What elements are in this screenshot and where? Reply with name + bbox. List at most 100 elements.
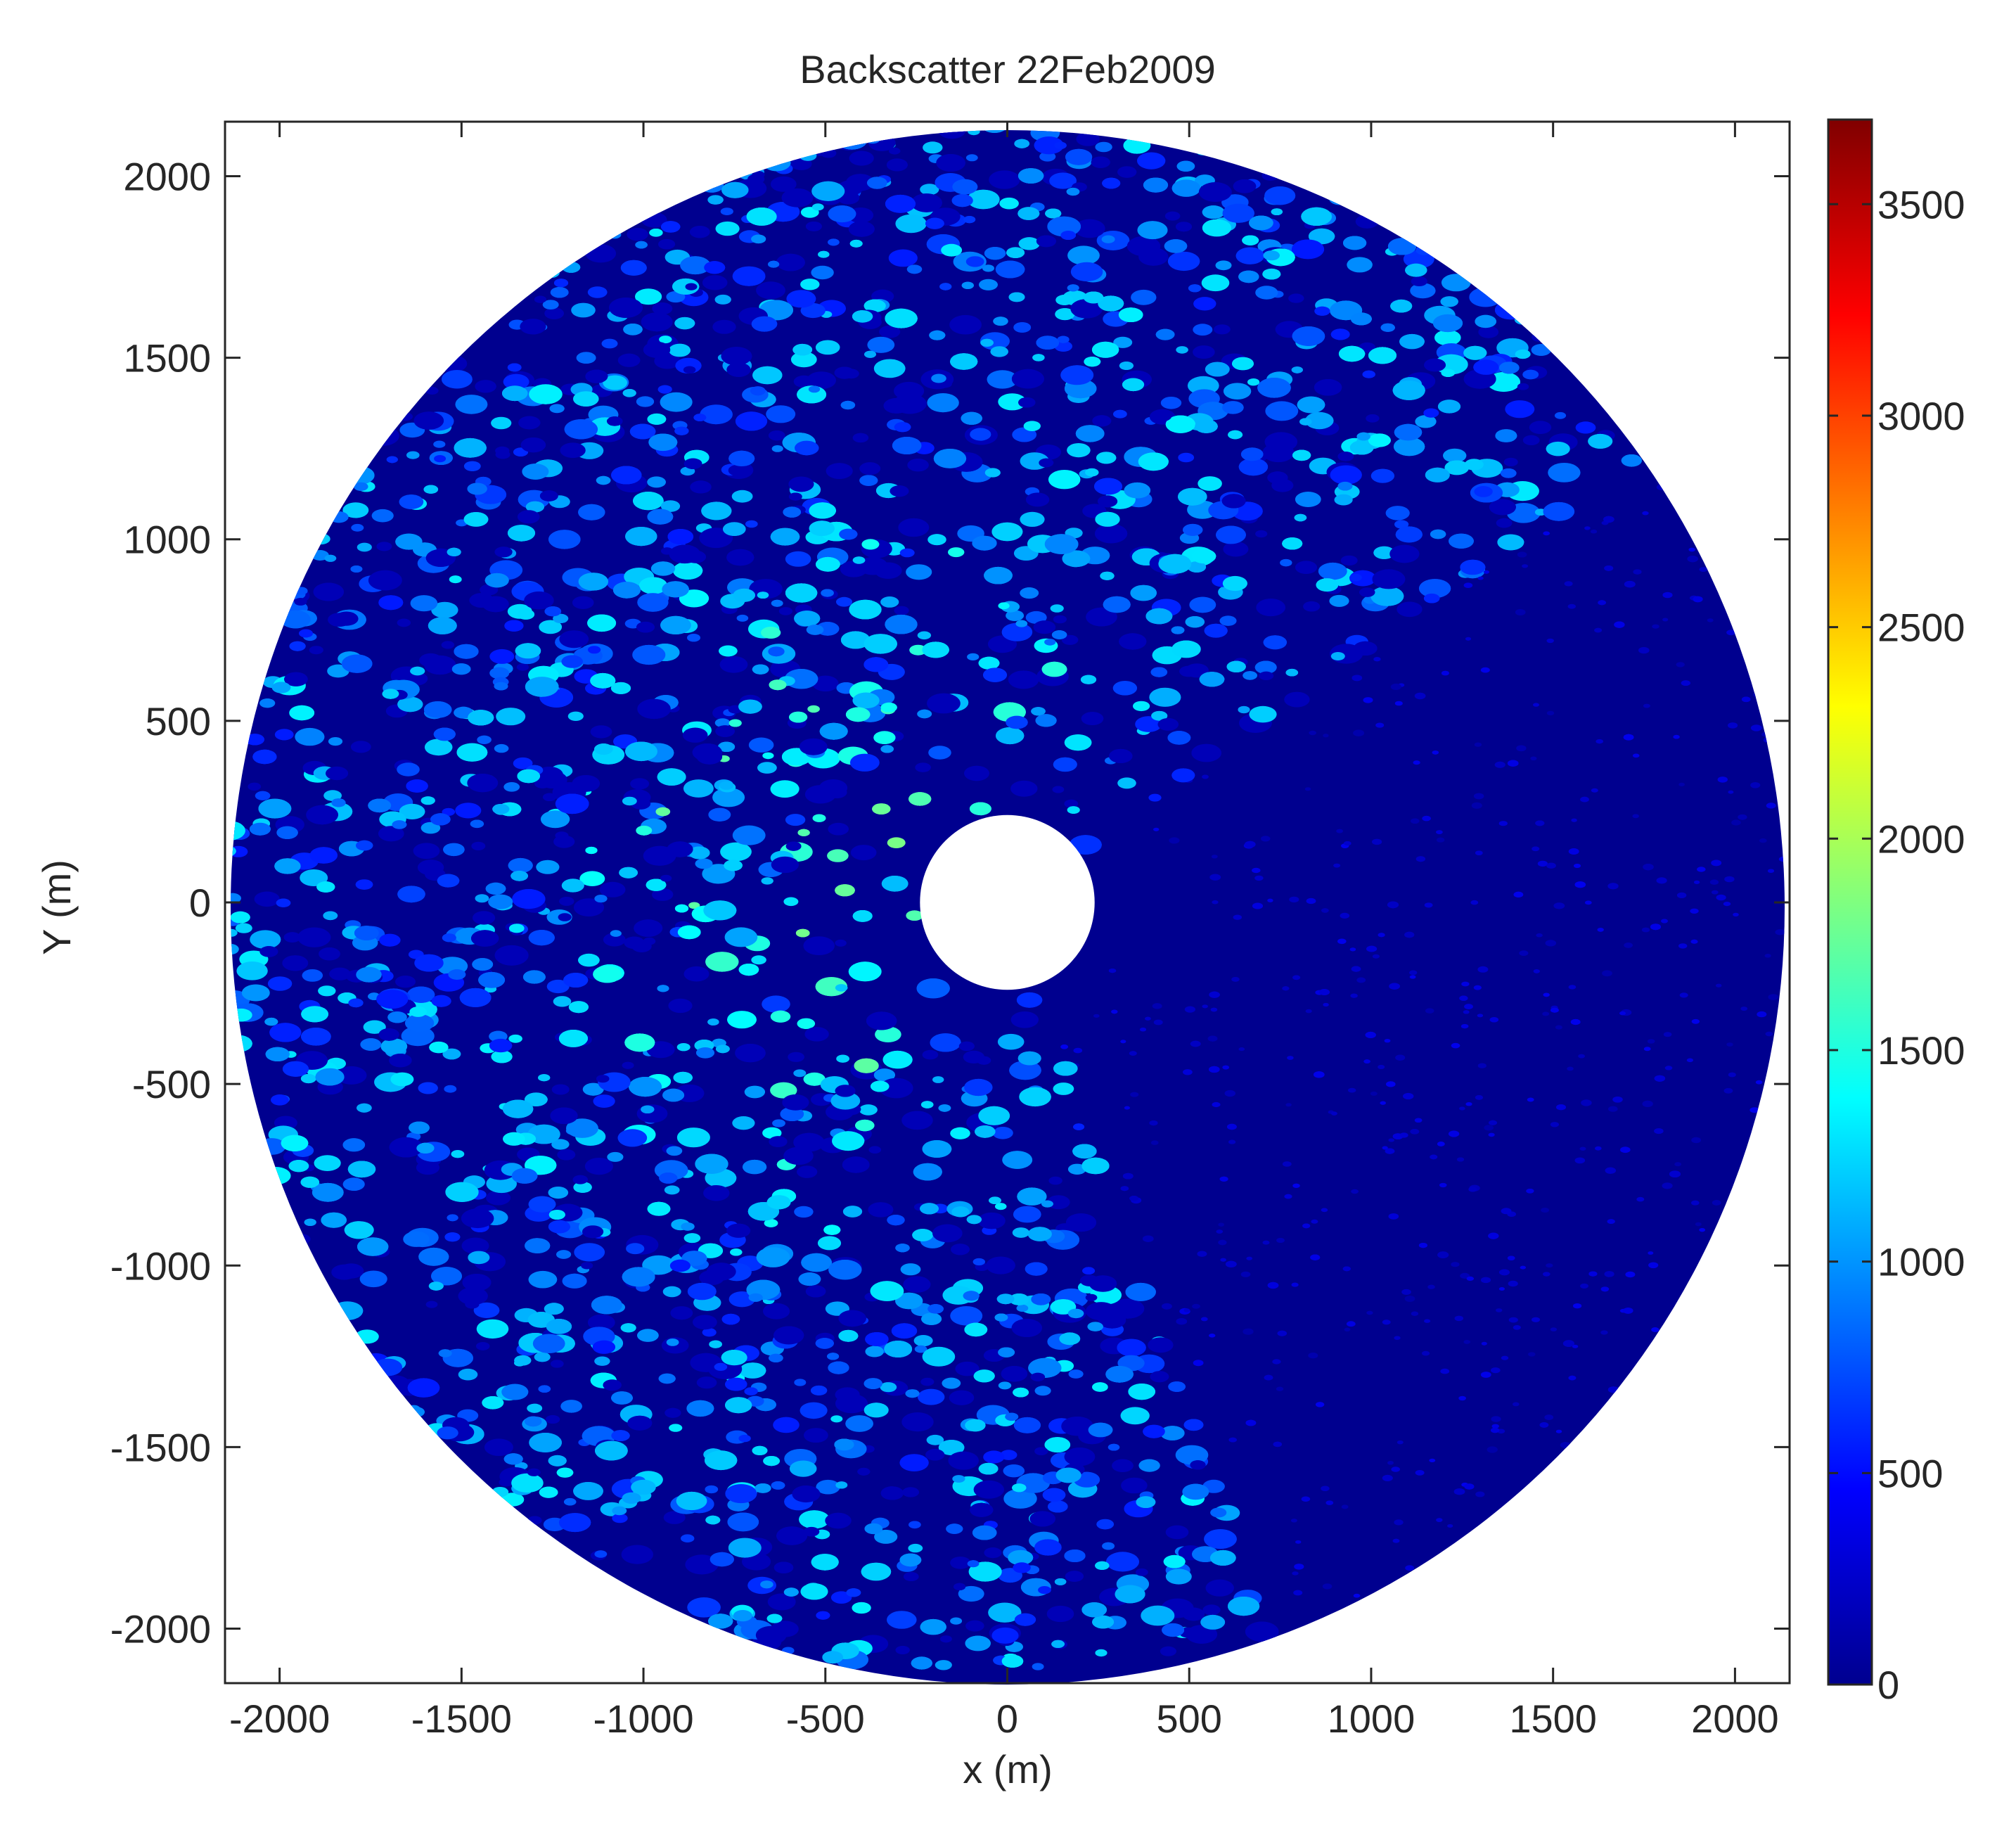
- x-tick-label: -500: [786, 1697, 865, 1741]
- backscatter-speckle: [418, 1247, 449, 1266]
- backscatter-speckle: [849, 599, 882, 620]
- backscatter-speckle: [1138, 452, 1169, 471]
- backscatter-speckle: [932, 1076, 944, 1083]
- backscatter-speckle: [872, 803, 891, 814]
- backscatter-speckle: [1305, 411, 1334, 430]
- backscatter-speckle: [980, 338, 994, 347]
- backscatter-speckle: [778, 607, 792, 615]
- backscatter-speckle: [622, 796, 637, 806]
- backscatter-speckle: [558, 1030, 589, 1047]
- backscatter-speckle: [1160, 1646, 1176, 1656]
- backscatter-speckle: [539, 620, 563, 634]
- backscatter-speckle: [1282, 537, 1303, 550]
- backscatter-speckle: [1388, 1138, 1394, 1142]
- backscatter-speckle: [1221, 494, 1246, 509]
- backscatter-speckle: [1588, 1271, 1598, 1277]
- backscatter-speckle: [1709, 879, 1719, 885]
- backscatter-speckle: [965, 1635, 991, 1651]
- backscatter-speckle: [1067, 1308, 1084, 1319]
- backscatter-speckle: [494, 682, 508, 691]
- backscatter-speckle: [1030, 1372, 1046, 1381]
- backscatter-speckle: [662, 1286, 681, 1298]
- backscatter-speckle: [866, 1011, 897, 1030]
- backscatter-speckle: [1137, 221, 1168, 240]
- backscatter-speckle: [1596, 739, 1603, 744]
- backscatter-speckle: [752, 188, 764, 196]
- backscatter-speckle: [1210, 1507, 1227, 1518]
- backscatter-speckle: [1409, 970, 1418, 976]
- backscatter-speckle: [1342, 1266, 1351, 1272]
- backscatter-speckle: [1247, 378, 1260, 386]
- backscatter-speckle: [1340, 555, 1358, 566]
- backscatter-speckle: [356, 840, 373, 851]
- backscatter-speckle: [611, 466, 642, 485]
- backscatter-speckle: [1113, 336, 1133, 348]
- backscatter-speckle: [828, 238, 840, 246]
- backscatter-speckle: [1295, 1540, 1302, 1544]
- backscatter-speckle: [789, 1460, 817, 1477]
- backscatter-speckle: [1543, 501, 1575, 521]
- backscatter-speckle: [593, 1094, 615, 1108]
- backscatter-speckle: [1475, 314, 1496, 328]
- backscatter-speckle: [714, 1362, 728, 1371]
- backscatter-speckle: [1322, 1583, 1333, 1590]
- backscatter-speckle: [828, 1260, 862, 1280]
- backscatter-speckle: [548, 1455, 567, 1467]
- backscatter-speckle: [1204, 623, 1228, 638]
- backscatter-speckle: [920, 184, 939, 196]
- backscatter-speckle: [1399, 333, 1425, 350]
- backscatter-speckle: [1604, 566, 1614, 571]
- backscatter-speckle: [888, 249, 918, 267]
- backscatter-speckle: [1198, 182, 1232, 202]
- backscatter-speckle: [1764, 954, 1771, 958]
- backscatter-speckle: [816, 556, 840, 572]
- backscatter-speckle: [593, 965, 622, 983]
- backscatter-speckle: [1349, 947, 1356, 952]
- backscatter-speckle: [978, 1106, 1010, 1125]
- backscatter-speckle: [1330, 328, 1350, 340]
- y-tick-label: -500: [132, 1062, 211, 1106]
- backscatter-speckle: [649, 229, 663, 237]
- backscatter-speckle: [1048, 1500, 1068, 1513]
- backscatter-speckle: [1517, 551, 1527, 558]
- backscatter-speckle: [486, 1190, 511, 1206]
- backscatter-speckle: [968, 130, 980, 136]
- backscatter-speckle: [788, 492, 802, 501]
- backscatter-speckle: [728, 1291, 755, 1308]
- backscatter-speckle: [540, 810, 570, 829]
- backscatter-speckle: [996, 1293, 1015, 1305]
- backscatter-speckle: [585, 369, 608, 383]
- backscatter-speckle: [297, 927, 331, 947]
- backscatter-speckle: [738, 1434, 751, 1443]
- backscatter-speckle: [1614, 621, 1625, 628]
- backscatter-speckle: [912, 1229, 933, 1241]
- backscatter-speckle: [921, 1312, 942, 1325]
- backscatter-speckle: [631, 1479, 656, 1495]
- backscatter-speckle: [249, 822, 271, 836]
- backscatter-speckle: [423, 701, 452, 718]
- backscatter-speckle: [1686, 1058, 1693, 1063]
- backscatter-speckle: [1118, 307, 1143, 322]
- backscatter-speckle: [1699, 1228, 1705, 1232]
- backscatter-speckle: [887, 837, 906, 848]
- backscatter-speckle: [958, 1041, 975, 1052]
- backscatter-speckle: [951, 1206, 970, 1218]
- backscatter-speckle: [451, 663, 471, 675]
- backscatter-speckle: [815, 1338, 834, 1349]
- backscatter-speckle: [658, 1373, 676, 1384]
- backscatter-speckle: [677, 925, 701, 940]
- backscatter-speckle: [1025, 1262, 1048, 1276]
- backscatter-speckle: [1137, 152, 1166, 170]
- backscatter-speckle: [863, 657, 889, 672]
- backscatter-speckle: [701, 501, 732, 520]
- backscatter-speckle: [681, 1534, 695, 1542]
- backscatter-speckle: [1443, 448, 1467, 463]
- backscatter-speckle: [703, 1185, 730, 1201]
- backscatter-speckle: [1690, 939, 1698, 944]
- backscatter-speckle: [1245, 1419, 1257, 1426]
- backscatter-speckle: [1019, 1087, 1051, 1107]
- backscatter-speckle: [894, 606, 909, 615]
- backscatter-speckle: [633, 492, 664, 511]
- backscatter-speckle: [827, 1353, 840, 1360]
- backscatter-speckle: [917, 631, 932, 640]
